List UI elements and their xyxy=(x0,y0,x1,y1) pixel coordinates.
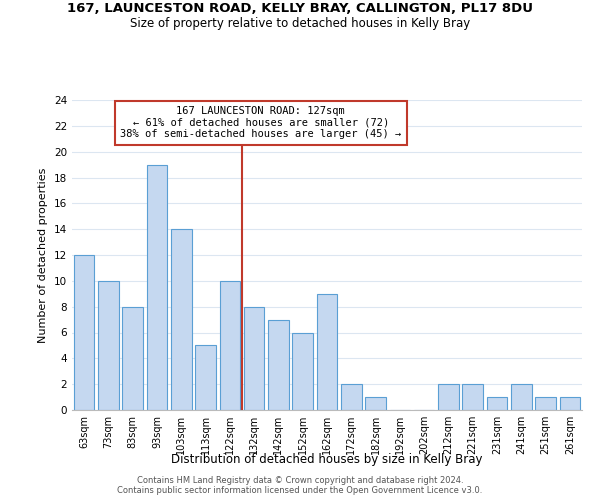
Bar xyxy=(535,397,556,410)
Bar xyxy=(560,397,580,410)
Bar xyxy=(341,384,362,410)
Bar xyxy=(74,255,94,410)
Bar xyxy=(195,346,216,410)
Text: Contains HM Land Registry data © Crown copyright and database right 2024.: Contains HM Land Registry data © Crown c… xyxy=(137,476,463,485)
Y-axis label: Number of detached properties: Number of detached properties xyxy=(38,168,49,342)
Bar xyxy=(244,306,265,410)
Bar xyxy=(317,294,337,410)
Bar xyxy=(268,320,289,410)
Bar xyxy=(438,384,459,410)
Bar xyxy=(292,332,313,410)
Bar xyxy=(463,384,483,410)
Bar xyxy=(220,281,240,410)
Text: Size of property relative to detached houses in Kelly Bray: Size of property relative to detached ho… xyxy=(130,18,470,30)
Bar xyxy=(487,397,508,410)
Bar xyxy=(365,397,386,410)
Bar xyxy=(171,229,191,410)
Text: Distribution of detached houses by size in Kelly Bray: Distribution of detached houses by size … xyxy=(171,452,483,466)
Text: 167, LAUNCESTON ROAD, KELLY BRAY, CALLINGTON, PL17 8DU: 167, LAUNCESTON ROAD, KELLY BRAY, CALLIN… xyxy=(67,2,533,16)
Text: Contains public sector information licensed under the Open Government Licence v3: Contains public sector information licen… xyxy=(118,486,482,495)
Bar xyxy=(146,164,167,410)
Bar xyxy=(122,306,143,410)
Bar xyxy=(98,281,119,410)
Bar xyxy=(511,384,532,410)
Text: 167 LAUNCESTON ROAD: 127sqm
← 61% of detached houses are smaller (72)
38% of sem: 167 LAUNCESTON ROAD: 127sqm ← 61% of det… xyxy=(120,106,401,140)
